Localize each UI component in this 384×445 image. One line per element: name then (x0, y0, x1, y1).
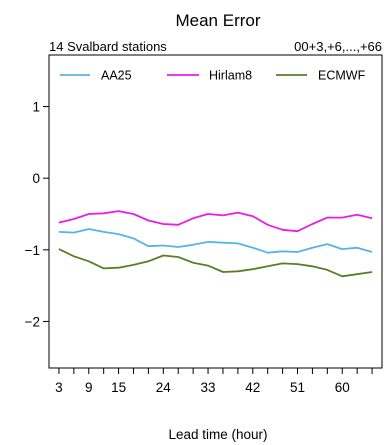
x-tick-label: 3 (55, 380, 63, 395)
x-tick-label: 42 (245, 380, 260, 395)
legend-label-ecmwf: ECMWF (318, 69, 366, 83)
legend-label-aa25: AA25 (101, 69, 132, 83)
x-tick-label: 9 (85, 380, 93, 395)
y-tick-label: 1 (32, 100, 40, 115)
y-axis: 1 0 −1 −2 (25, 100, 49, 329)
x-tick-label: 51 (290, 380, 305, 395)
x-tick-label: 15 (111, 380, 126, 395)
series-line-aa25 (58, 228, 373, 254)
series-line-ecmwf (58, 248, 373, 278)
y-tick-label: 0 (32, 171, 40, 186)
series-line-hirlam8 (58, 210, 373, 233)
y-tick-label: −1 (25, 243, 40, 258)
chart-subtitle-left: 14 Svalbard stations (49, 39, 167, 54)
x-tick-label: 33 (201, 380, 216, 395)
chart-subtitle-right: 00+3,+6,...,+66 (294, 39, 382, 54)
legend: AA25 Hirlam8 ECMWF (60, 69, 366, 83)
series-layer (58, 210, 373, 278)
y-tick-label: −2 (25, 314, 40, 329)
chart-title: Mean Error (175, 11, 260, 30)
x-tick-label: 24 (156, 380, 172, 395)
x-axis-label: Lead time (hour) (168, 427, 267, 442)
x-axis: 3 9 15 24 33 42 51 60 (55, 368, 373, 395)
plot-area (48, 54, 383, 369)
x-tick-label: 60 (335, 380, 350, 395)
legend-label-hirlam8: Hirlam8 (209, 69, 252, 83)
